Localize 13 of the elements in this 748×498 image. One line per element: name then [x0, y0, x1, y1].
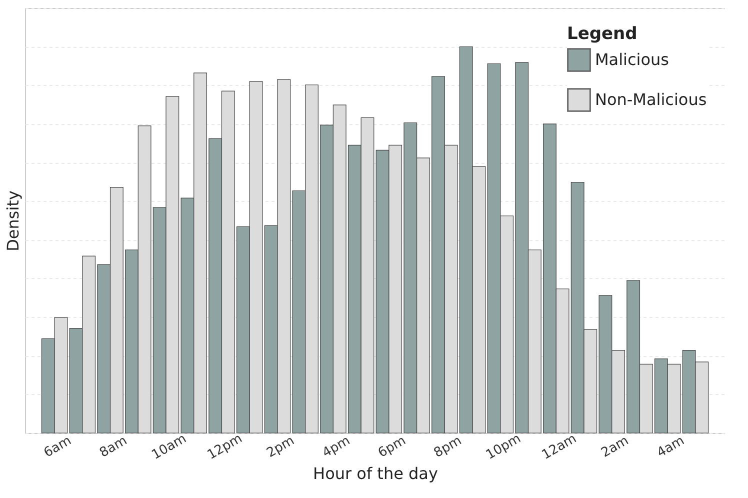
x-tick-label: 8pm	[432, 433, 464, 461]
x-tick-label: 2pm	[264, 433, 298, 461]
x-axis-title: Hour of the day	[313, 464, 438, 484]
legend-title: Legend	[567, 24, 638, 44]
x-tick-label: 6am	[42, 433, 74, 461]
legend-label: Non-Malicious	[595, 90, 707, 109]
x-tick-label: 2am	[598, 433, 632, 461]
legend-label: Malicious	[595, 50, 670, 69]
x-tick-label: 8am	[97, 433, 130, 461]
x-tick-label: 6pm	[376, 433, 409, 461]
x-tick-label: 4pm	[320, 433, 353, 461]
x-tick-label: 4am	[654, 433, 688, 461]
y-axis-title: Density	[4, 190, 22, 252]
